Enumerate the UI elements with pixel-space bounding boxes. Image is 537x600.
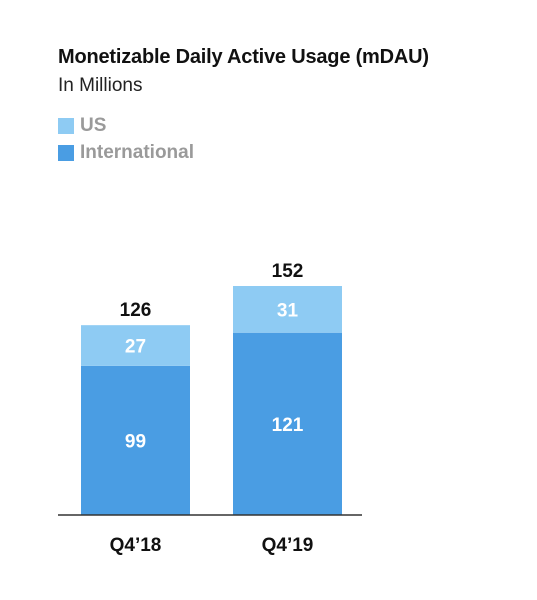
legend-item-international: International	[58, 139, 194, 166]
legend-item-us: US	[58, 112, 194, 139]
data-label-international-2: 121	[272, 415, 304, 436]
data-label-us-2: 31	[277, 300, 299, 321]
chart-subtitle: In Millions	[58, 75, 143, 96]
bar-us-2	[233, 286, 342, 333]
legend-swatch-international	[58, 144, 74, 161]
data-label-us-1: 27	[125, 337, 146, 358]
x-tick-label-1: Q4’18	[110, 535, 162, 556]
chart-title: Monetizable Daily Active Usage (mDAU)	[58, 46, 429, 68]
data-label-international-1: 99	[125, 431, 146, 452]
legend-swatch-us	[58, 117, 74, 134]
data-label-total-2: 152	[272, 261, 304, 282]
data-label-total-1: 126	[120, 300, 152, 321]
bar-international-2	[233, 332, 342, 515]
bar-international-1	[81, 365, 190, 515]
legend: US International	[58, 112, 194, 166]
legend-label-us: US	[80, 114, 107, 136]
bar-us-1	[81, 325, 190, 366]
x-tick-label-2: Q4’19	[262, 535, 314, 556]
legend-label-international: International	[80, 141, 195, 163]
